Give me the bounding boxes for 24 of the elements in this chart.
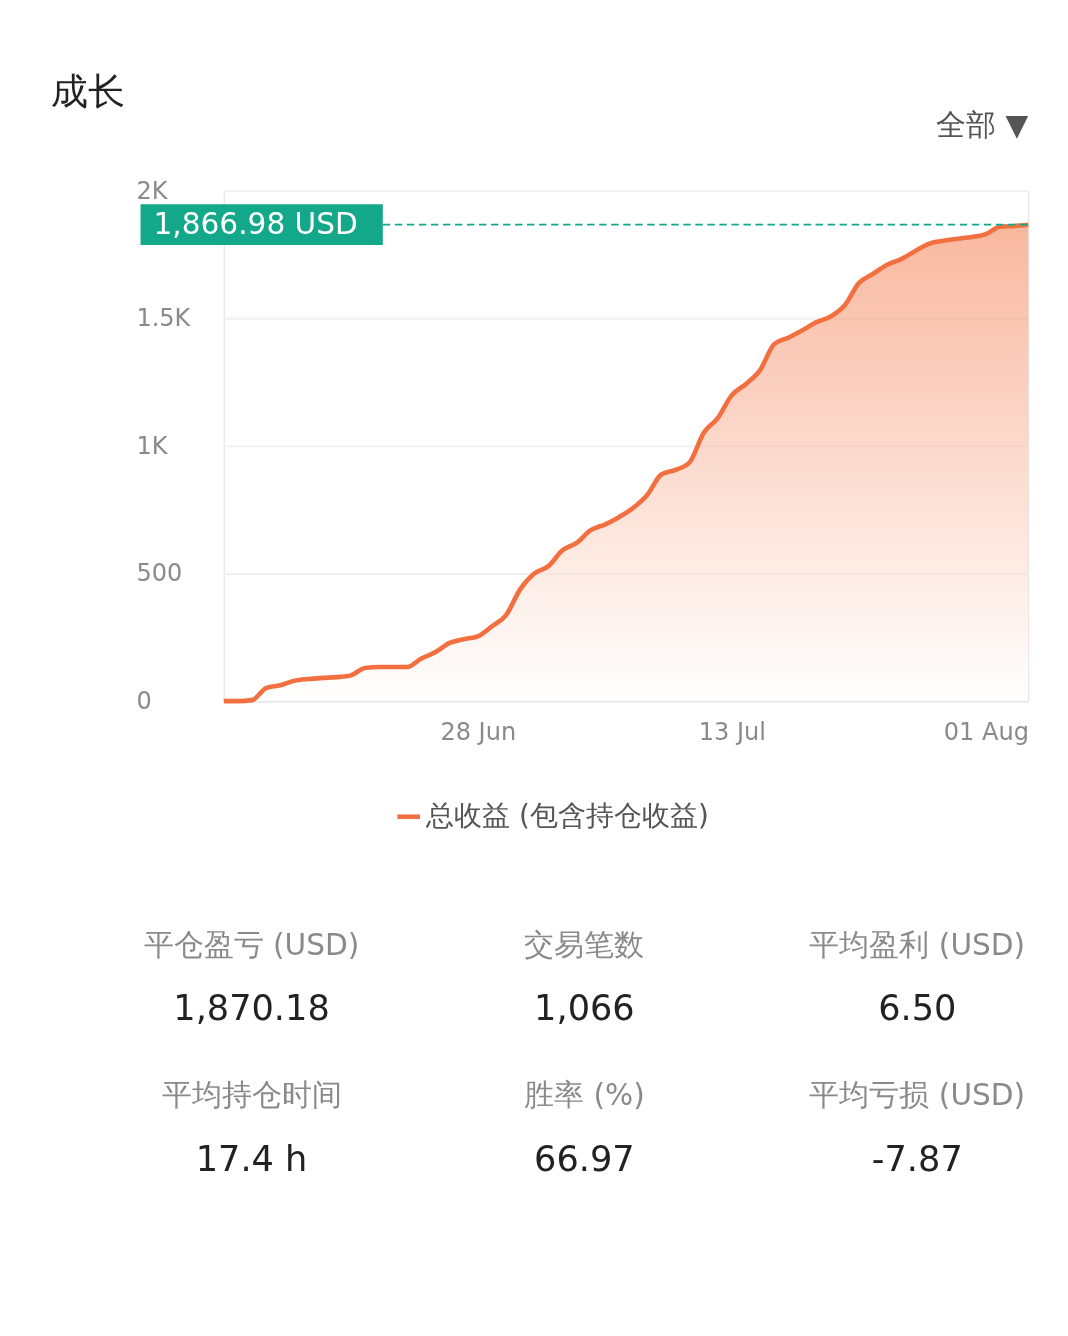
text: 1,870.18 — [173, 987, 330, 1029]
x-tick-label: 28 Jun — [440, 717, 517, 746]
text: 平均亏损 (USD) — [809, 1078, 1026, 1113]
text: 胜率 (%) — [524, 1078, 645, 1113]
y-tick-label: 1.5K — [136, 304, 192, 333]
text: 全部 ▼ — [936, 108, 1029, 143]
text: -7.87 — [871, 1137, 963, 1179]
text: 平均盈利 (USD) — [809, 927, 1026, 962]
y-tick-label: 500 — [136, 559, 183, 588]
text: 平均持仓时间 — [161, 1078, 342, 1113]
chart-title: 成长 — [50, 69, 125, 113]
text: 17.4 h — [195, 1137, 308, 1179]
text: 6.50 — [878, 987, 957, 1029]
ref-line-label: 1,866.98 USD — [153, 206, 358, 241]
text: 交易笔数 — [524, 927, 645, 962]
y-tick-label: 1K — [136, 431, 169, 460]
y-tick-label: 0 — [136, 687, 152, 716]
text: 1,066 — [534, 987, 635, 1029]
text: 平仓盈亏 (USD) — [143, 927, 360, 962]
y-tick-label: 2K — [136, 176, 169, 205]
x-tick-label: 01 Aug — [943, 717, 1029, 746]
text: 66.97 — [534, 1137, 635, 1179]
x-tick-label: 13 Jul — [698, 717, 766, 746]
legend-label: 总收益 (包含持仓收益) — [425, 799, 709, 833]
